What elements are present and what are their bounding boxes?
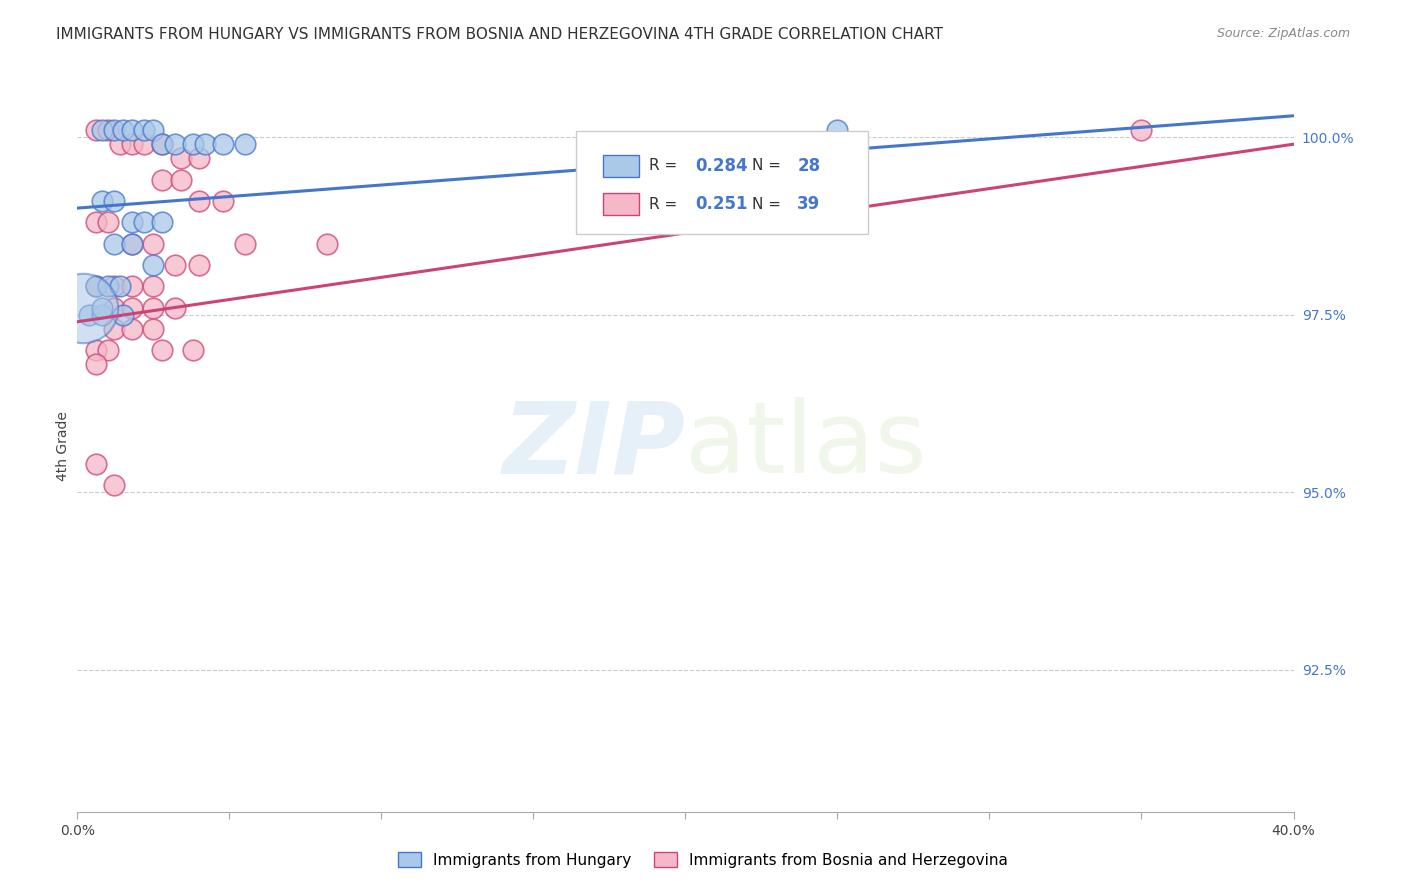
Point — [212, 194, 235, 208]
Text: Source: ZipAtlas.com: Source: ZipAtlas.com — [1216, 27, 1350, 40]
FancyBboxPatch shape — [603, 154, 640, 177]
Point — [103, 236, 125, 251]
Point — [1130, 123, 1153, 137]
Point — [827, 123, 849, 137]
Text: atlas: atlas — [686, 398, 927, 494]
Point — [152, 137, 174, 152]
Point — [142, 301, 165, 315]
Point — [212, 137, 235, 152]
Text: 0.251: 0.251 — [695, 195, 748, 213]
Point — [188, 258, 211, 272]
Text: N =: N = — [752, 158, 786, 173]
Point — [84, 357, 107, 371]
Point — [84, 123, 107, 137]
Point — [188, 152, 211, 166]
Text: ZIP: ZIP — [502, 398, 686, 494]
Point — [103, 279, 125, 293]
Point — [142, 279, 165, 293]
Point — [103, 194, 125, 208]
Text: IMMIGRANTS FROM HUNGARY VS IMMIGRANTS FROM BOSNIA AND HERZEGOVINA 4TH GRADE CORR: IMMIGRANTS FROM HUNGARY VS IMMIGRANTS FR… — [56, 27, 943, 42]
Point — [103, 123, 125, 137]
Point — [103, 301, 125, 315]
Point — [194, 137, 217, 152]
Point — [142, 322, 165, 336]
Point — [121, 236, 143, 251]
Point — [111, 308, 134, 322]
Point — [163, 301, 186, 315]
Point — [108, 279, 131, 293]
Point — [121, 301, 143, 315]
Point — [103, 478, 125, 492]
Point — [103, 322, 125, 336]
Point — [121, 215, 143, 229]
Point — [90, 301, 112, 315]
Point — [233, 236, 256, 251]
Point — [90, 123, 112, 137]
FancyBboxPatch shape — [603, 194, 640, 215]
Text: 39: 39 — [797, 195, 821, 213]
FancyBboxPatch shape — [576, 131, 868, 234]
Point — [134, 123, 156, 137]
Point — [152, 137, 174, 152]
Point — [152, 172, 174, 186]
Point — [84, 457, 107, 471]
Point — [142, 236, 165, 251]
Point — [121, 137, 143, 152]
Point — [163, 258, 186, 272]
Point — [152, 215, 174, 229]
Point — [90, 194, 112, 208]
Point — [121, 123, 143, 137]
Text: N =: N = — [752, 196, 786, 211]
Point — [134, 215, 156, 229]
Point — [121, 236, 143, 251]
Point — [121, 322, 143, 336]
Point — [315, 236, 337, 251]
Point — [181, 343, 204, 358]
Point — [84, 343, 107, 358]
Point — [233, 137, 256, 152]
Point — [152, 343, 174, 358]
Point — [142, 123, 165, 137]
Point — [97, 123, 120, 137]
Point — [181, 137, 204, 152]
Text: R =: R = — [650, 196, 682, 211]
Point — [188, 194, 211, 208]
Point — [97, 343, 120, 358]
Text: 28: 28 — [797, 157, 821, 175]
Point — [170, 152, 193, 166]
Legend: Immigrants from Hungary, Immigrants from Bosnia and Herzegovina: Immigrants from Hungary, Immigrants from… — [391, 844, 1015, 875]
Point — [108, 137, 131, 152]
Point — [79, 308, 101, 322]
Y-axis label: 4th Grade: 4th Grade — [56, 411, 70, 481]
Point — [163, 137, 186, 152]
Point — [170, 172, 193, 186]
Point — [84, 215, 107, 229]
Point — [97, 279, 120, 293]
Point — [134, 137, 156, 152]
Point — [90, 308, 112, 322]
Point — [84, 279, 107, 293]
Text: 0.284: 0.284 — [695, 157, 748, 175]
Point — [72, 301, 94, 315]
Point — [111, 123, 134, 137]
Text: R =: R = — [650, 158, 682, 173]
Point — [97, 215, 120, 229]
Point — [121, 279, 143, 293]
Point — [84, 279, 107, 293]
Point — [142, 258, 165, 272]
